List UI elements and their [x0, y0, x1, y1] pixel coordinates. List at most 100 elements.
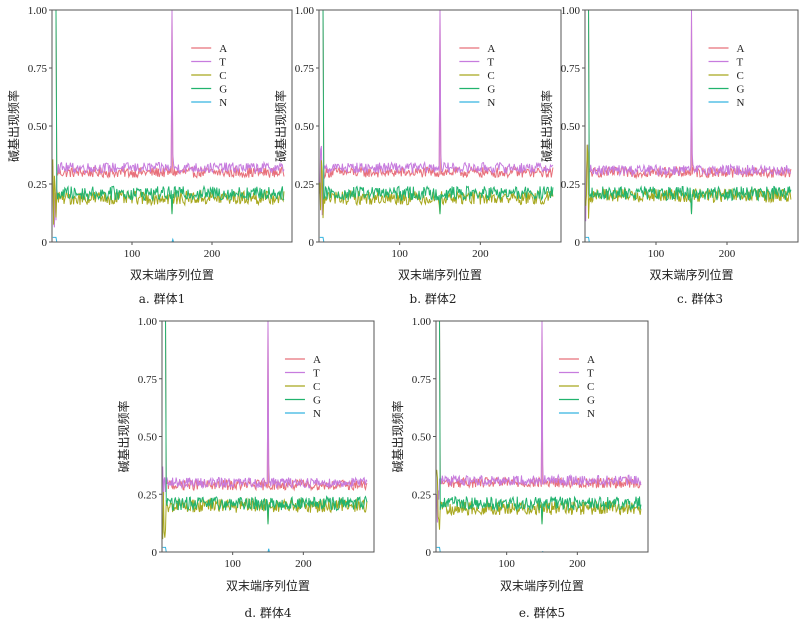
y-tick-label: 0.25: [412, 489, 432, 501]
series-line-T: [585, 10, 792, 222]
legend-label-T: T: [487, 57, 494, 69]
chart-panel-3: 0 0.25 0.50 0.75 1.00 100 200 双末端序列位置 碱基出现频率 ATCG…: [539, 5, 799, 306]
y-tick-label: 0.25: [295, 179, 315, 191]
legend-label-T: T: [313, 368, 320, 380]
x-tick-label: 200: [295, 558, 312, 570]
series-line-N: [162, 546, 367, 552]
y-tick-label: 1.00: [412, 316, 432, 328]
chart-panel-4: 0 0.25 0.50 0.75 1.00 100 200 双末端序列位置 碱基出现频率 ATCG…: [116, 316, 375, 620]
legend-label-A: A: [219, 43, 227, 55]
y-tick-label: 0.25: [28, 179, 48, 191]
x-axis-title: 双末端序列位置: [398, 267, 482, 282]
plot-area: [585, 10, 792, 242]
plot-area: [52, 10, 285, 242]
chart-panel-5: 0 0.25 0.50 0.75 1.00 100 200 双末端序列位置 碱基出现频率 ATCG…: [390, 316, 649, 620]
series-line-N: [585, 236, 791, 242]
legend-label-G: G: [587, 395, 595, 407]
series-line-T: [319, 10, 554, 216]
x-axis-title: 双末端序列位置: [130, 267, 214, 282]
y-tick-label: 0: [575, 237, 581, 249]
y-tick-label: 0: [426, 547, 432, 559]
legend-label-C: C: [219, 70, 226, 82]
x-tick-label: 100: [391, 248, 408, 260]
legend-label-C: C: [737, 70, 744, 82]
y-tick-label: 0.75: [138, 374, 158, 386]
series-line-N: [436, 546, 641, 552]
legend-label-G: G: [219, 84, 227, 96]
legend-label-T: T: [219, 57, 226, 69]
plot-area: [162, 321, 368, 552]
series-line-G: [52, 10, 285, 215]
x-tick-label: 100: [124, 248, 141, 260]
x-axis-title: 双末端序列位置: [500, 578, 584, 593]
panel-caption: b. 群体2: [410, 292, 457, 306]
x-tick-label: 200: [472, 248, 489, 260]
y-tick-label: 0: [42, 237, 48, 249]
y-tick-label: 0.50: [138, 432, 158, 444]
y-tick-label: 0.25: [138, 489, 158, 501]
series-line-T: [436, 321, 642, 523]
y-tick-label: 0.50: [28, 121, 48, 133]
series-line-G: [585, 10, 792, 215]
y-tick-label: 1.00: [295, 5, 315, 17]
y-tick-label: 1.00: [138, 316, 158, 328]
series-line-T: [162, 321, 368, 502]
series-line-A: [319, 10, 554, 180]
y-tick-label: 0.75: [295, 63, 315, 75]
legend-label-C: C: [587, 381, 594, 393]
y-axis-title: 碱基出现频率: [6, 90, 21, 162]
series-line-N: [52, 236, 284, 242]
y-tick-label: 0: [152, 547, 158, 559]
panel-caption: e. 群体5: [519, 606, 565, 620]
legend-label-T: T: [587, 368, 594, 380]
plot-area: [436, 321, 642, 552]
series-line-A: [436, 321, 642, 490]
panel-caption: a. 群体1: [139, 292, 185, 306]
y-tick-label: 0.50: [412, 432, 432, 444]
y-tick-label: 0.75: [28, 63, 48, 75]
series-line-C: [52, 159, 285, 225]
y-tick-label: 1.00: [28, 5, 48, 17]
y-tick-label: 0: [309, 237, 315, 249]
panel-caption: c. 群体3: [677, 292, 723, 306]
x-tick-label: 100: [498, 558, 515, 570]
y-tick-label: 0.75: [561, 63, 581, 75]
series-line-A: [52, 10, 285, 179]
series-line-C: [585, 144, 792, 219]
legend-label-A: A: [487, 43, 495, 55]
series-line-A: [162, 321, 368, 492]
legend-label-T: T: [737, 57, 744, 69]
y-axis-title: 碱基出现频率: [116, 400, 131, 472]
legend-label-A: A: [587, 354, 595, 366]
x-tick-label: 100: [648, 248, 665, 260]
legend-label-A: A: [737, 43, 745, 55]
legend-label-G: G: [313, 395, 321, 407]
panel-caption: d. 群体4: [245, 606, 292, 620]
legend-label-N: N: [587, 408, 595, 420]
x-tick-label: 200: [204, 248, 221, 260]
y-tick-label: 0.50: [295, 121, 315, 133]
legend-label-N: N: [313, 408, 321, 420]
chart-panel-2: 0 0.25 0.50 0.75 1.00 100 200 双末端序列位置 碱基出现频率 ATCG…: [273, 5, 562, 306]
legend-label-N: N: [219, 97, 227, 109]
series-line-G: [436, 321, 642, 525]
y-tick-label: 0.75: [412, 374, 432, 386]
y-axis-title: 碱基出现频率: [273, 90, 288, 162]
chart-panel-1: 0 0.25 0.50 0.75 1.00 100 200 双末端序列位置 碱基出现频率 ATCG…: [6, 5, 293, 306]
y-tick-label: 0.50: [561, 121, 581, 133]
legend-label-G: G: [737, 84, 745, 96]
legend-label-C: C: [313, 381, 320, 393]
plot-area: [319, 10, 554, 242]
x-tick-label: 200: [569, 558, 586, 570]
x-axis-title: 双末端序列位置: [649, 267, 733, 282]
x-axis-title: 双末端序列位置: [226, 578, 310, 593]
y-tick-label: 0.25: [561, 179, 581, 191]
series-line-G: [319, 10, 554, 215]
series-line-T: [52, 10, 285, 228]
y-tick-label: 1.00: [561, 5, 581, 17]
